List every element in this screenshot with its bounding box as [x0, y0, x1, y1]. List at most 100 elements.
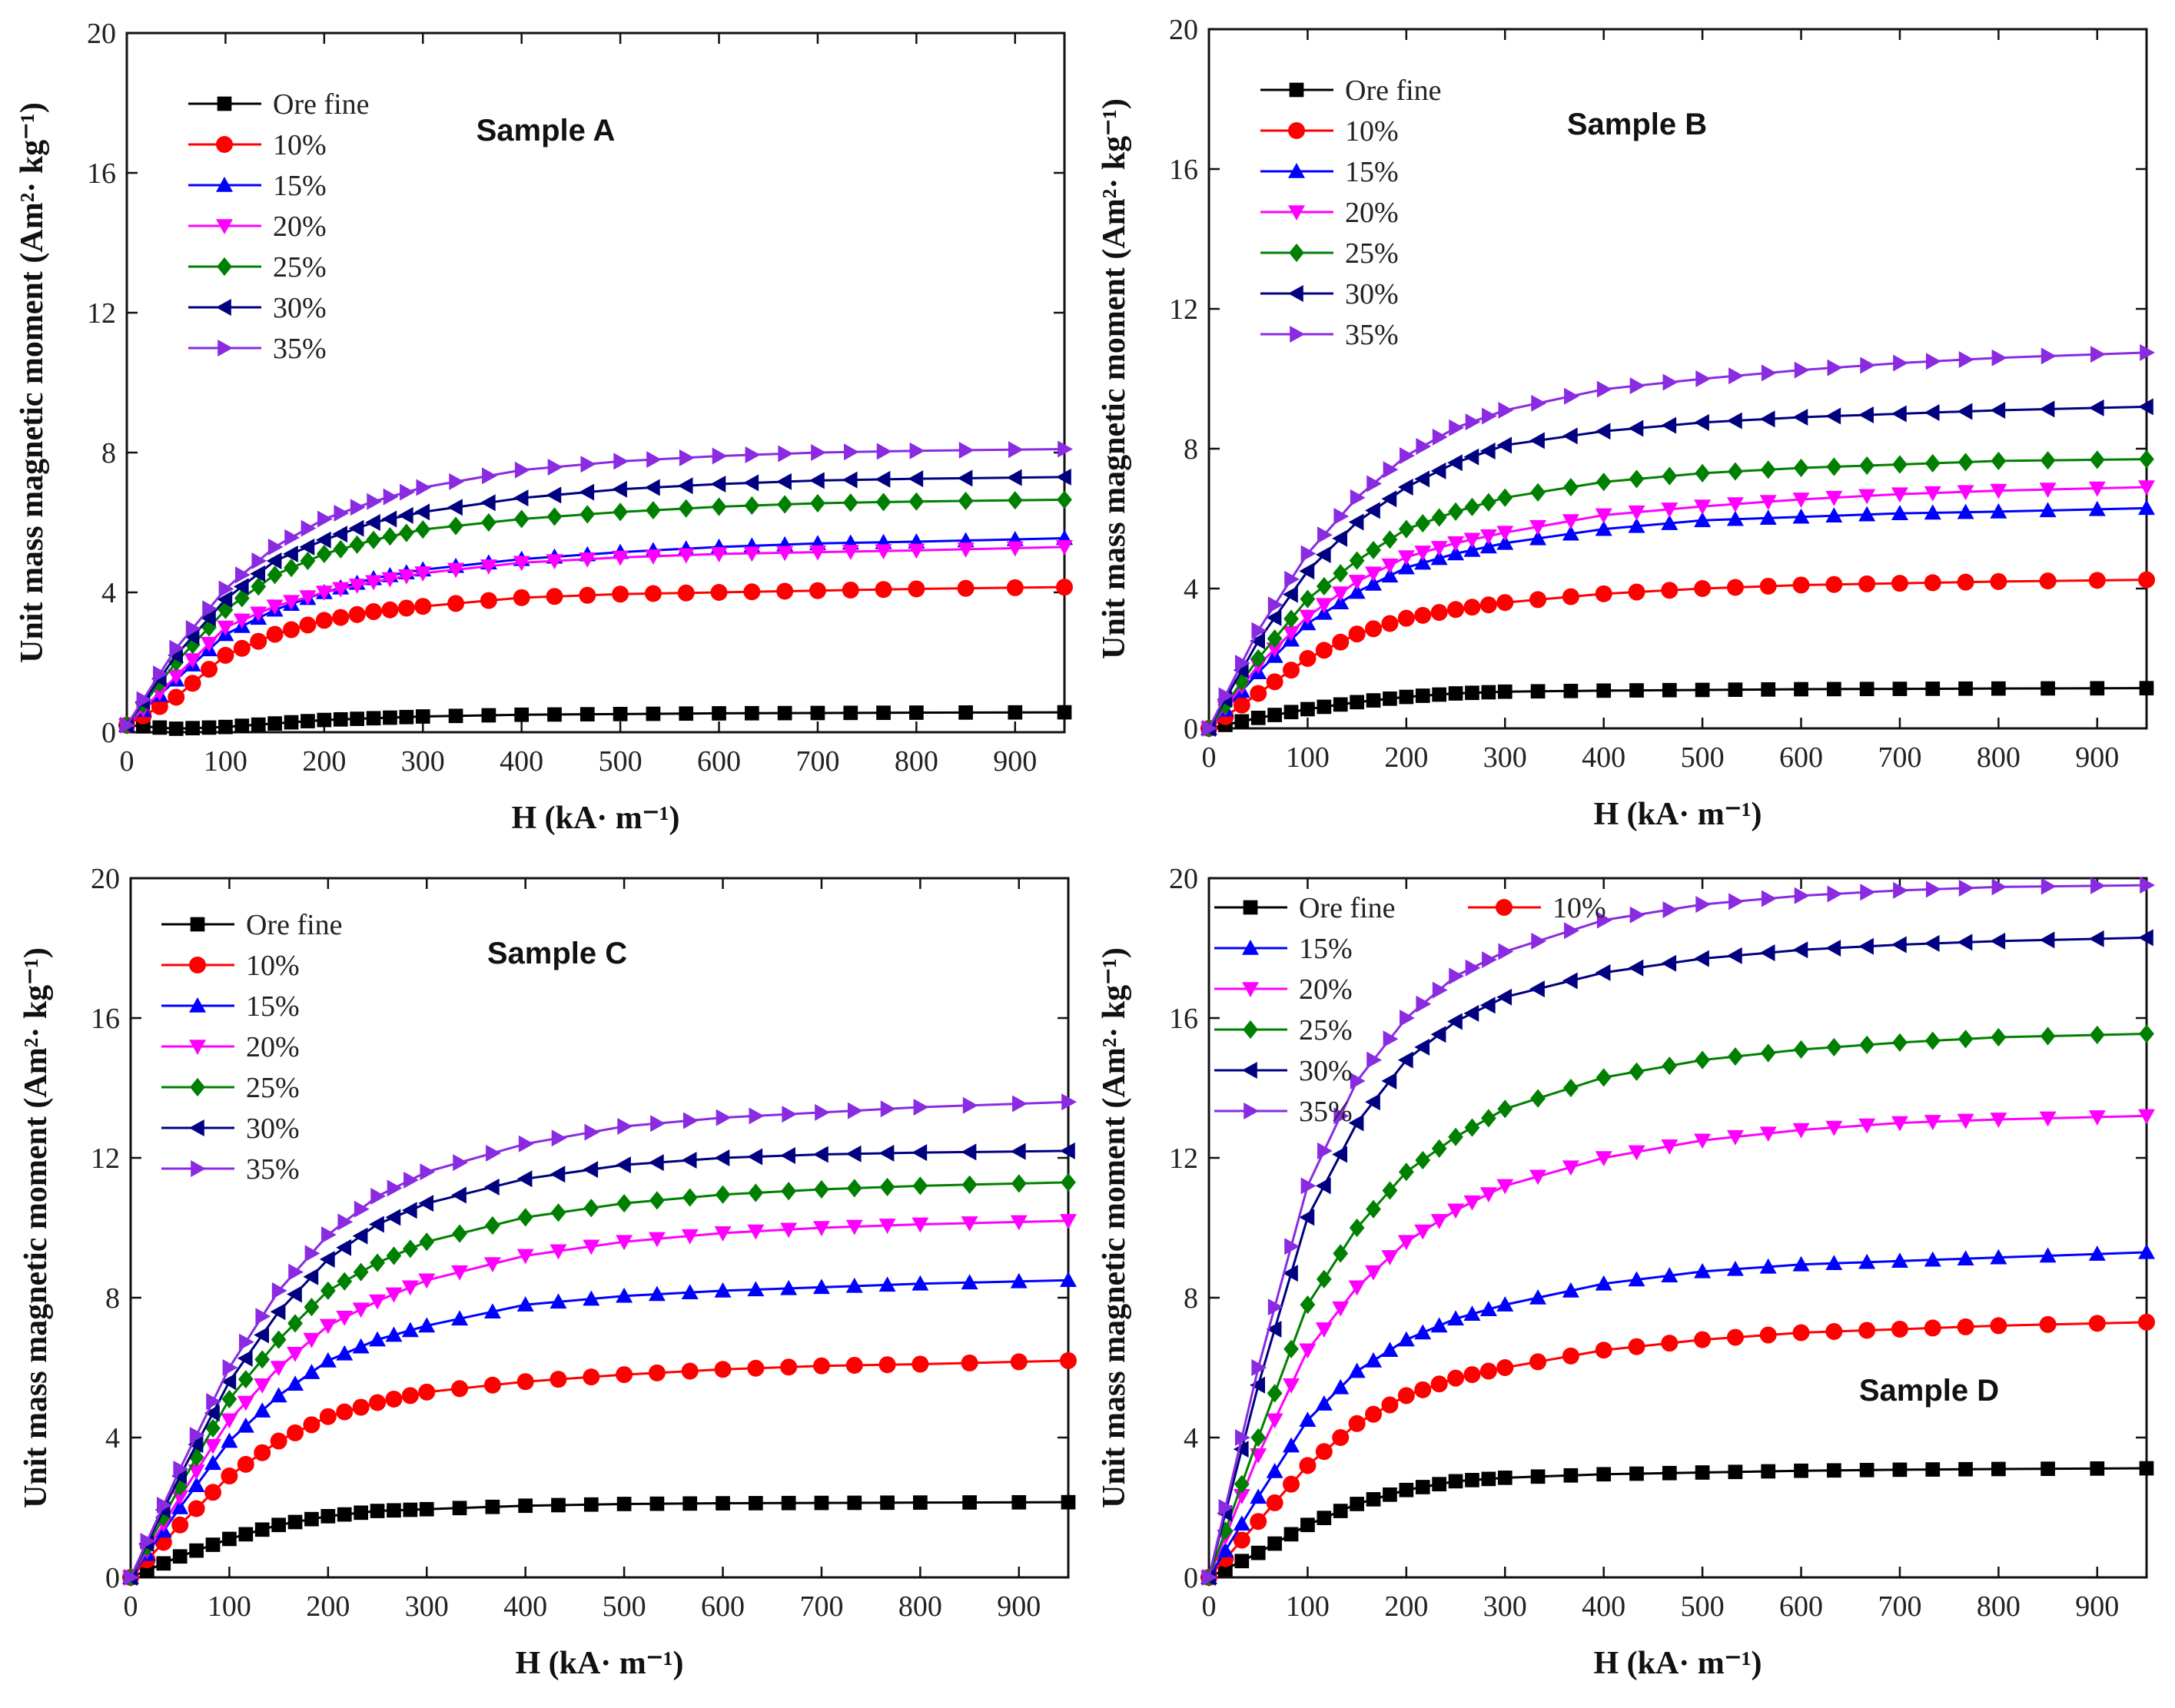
data-point [1234, 1554, 1250, 1569]
data-point [234, 718, 250, 734]
data-point [1891, 575, 1908, 592]
data-point [1479, 997, 1496, 1014]
legend-marker [190, 917, 205, 932]
data-point [1498, 401, 1514, 419]
data-point [284, 715, 299, 730]
data-point [613, 706, 628, 721]
data-point [1057, 705, 1072, 720]
data-point [188, 1500, 205, 1517]
data-point [233, 578, 249, 595]
data-point [681, 1284, 699, 1299]
data-point [551, 1497, 566, 1513]
data-point [1825, 507, 1843, 523]
x-tick-label: 700 [1878, 741, 1921, 774]
data-point [1365, 566, 1383, 582]
data-point [1414, 606, 1432, 624]
data-point [332, 582, 350, 598]
data-point [304, 1511, 319, 1527]
data-point [1564, 922, 1579, 940]
x-tick-label: 0 [124, 1590, 138, 1623]
data-point [875, 470, 891, 488]
data-point [812, 1279, 830, 1295]
data-point [1432, 1477, 1446, 1492]
data-point [1332, 1429, 1350, 1446]
series-35pct [1202, 877, 2155, 1586]
data-point [336, 1345, 354, 1361]
data-point [1315, 642, 1333, 659]
legend: Ore fine 10% 15% 20% 25% 30% 35% [188, 88, 370, 365]
data-point [287, 1285, 302, 1303]
data-point [397, 569, 415, 585]
y-tick-label: 4 [1184, 573, 1198, 605]
data-point [842, 581, 859, 599]
data-point [682, 1188, 698, 1207]
data-point [747, 1359, 765, 1377]
data-point [1562, 1347, 1579, 1365]
data-point [2088, 1245, 2106, 1261]
data-point [814, 1495, 829, 1511]
data-point [233, 613, 251, 629]
data-point [336, 1239, 352, 1256]
data-point [1596, 911, 1612, 929]
data-point [1661, 515, 1679, 530]
data-point [780, 1146, 795, 1164]
data-point [1266, 1413, 1283, 1429]
data-point [710, 584, 728, 601]
data-point [1381, 1342, 1399, 1358]
data-point [1332, 1378, 1350, 1395]
x-axis-title: H (kA· m⁻¹) [1593, 797, 1762, 832]
data-point [579, 552, 596, 568]
data-point [204, 1484, 222, 1501]
data-point [303, 1416, 320, 1434]
data-point [1348, 1280, 1366, 1296]
y-tick-label: 4 [105, 1422, 120, 1454]
data-point [1529, 591, 1547, 609]
data-point [234, 589, 250, 608]
data-point [1299, 609, 1317, 625]
data-point [2039, 483, 2057, 499]
data-point [1628, 959, 1644, 977]
data-point [1893, 881, 1908, 899]
y-tick-label: 20 [91, 863, 120, 895]
data-point [513, 489, 529, 507]
data-point [777, 705, 792, 721]
data-point [810, 493, 825, 513]
data-point [1825, 940, 1841, 957]
series-line [1208, 687, 2147, 730]
series-line [1208, 1467, 2147, 1579]
data-point [1925, 881, 1941, 898]
data-point [579, 483, 595, 501]
data-point [353, 1262, 369, 1282]
data-point [348, 519, 364, 537]
data-point [2088, 399, 2104, 416]
data-point [1825, 1322, 1843, 1340]
data-point [156, 1556, 171, 1571]
data-point [482, 467, 497, 485]
data-point [401, 1280, 419, 1296]
x-tick-label: 0 [120, 745, 134, 778]
data-point [1496, 526, 1514, 542]
data-point [1267, 596, 1283, 614]
data-point [1858, 489, 1876, 505]
legend-marker [1243, 1020, 1258, 1040]
data-point [1266, 642, 1283, 658]
data-point [205, 1418, 221, 1438]
data-point [650, 1115, 666, 1133]
data-point [267, 716, 282, 731]
data-point [238, 1527, 254, 1542]
series-ore-fine [119, 705, 1072, 736]
legend-label: Ore fine [273, 88, 370, 121]
data-point [250, 606, 267, 622]
data-point [1562, 1160, 1579, 1176]
series-30pct [1200, 929, 2153, 1586]
data-point [875, 544, 892, 560]
data-point [1250, 711, 1266, 725]
data-point [1794, 682, 1808, 697]
x-tick-label: 500 [599, 745, 643, 778]
series-30pct [118, 468, 1071, 734]
data-point [315, 531, 331, 549]
data-point [168, 669, 185, 685]
data-point [1694, 1262, 1712, 1279]
data-point [1662, 373, 1679, 391]
data-point [221, 1432, 238, 1448]
